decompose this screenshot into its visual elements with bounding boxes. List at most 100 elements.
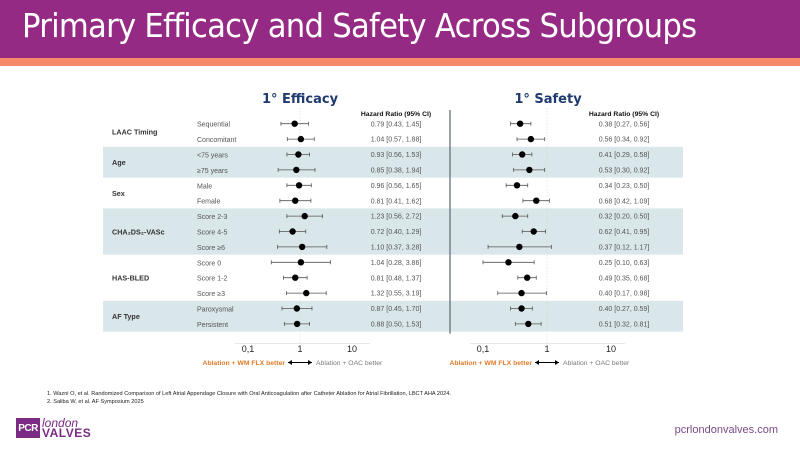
subgroup-name: Sex	[112, 189, 125, 198]
hr-value-label: 1.32 [0.55, 3.19]	[371, 291, 422, 298]
x-tick-label: 1	[544, 344, 549, 354]
arrow-left-icon	[288, 360, 292, 365]
reference-2: 2. Saliba W, et al. AF Symposium 2025	[47, 399, 144, 405]
hr-value-label: 0.38 [0.27, 0.56]	[599, 121, 650, 128]
hr-column-header: Hazard Ratio (95% CI)	[589, 111, 659, 118]
hr-column-header: Hazard Ratio (95% CI)	[361, 111, 431, 118]
logo-line-2: VALVES	[42, 426, 92, 440]
hr-value-label: 0.87 [0.45, 1.70]	[371, 306, 422, 313]
hr-value-label: 0.72 [0.40, 1.29]	[371, 229, 422, 236]
hr-point	[298, 243, 306, 251]
hr-point	[513, 182, 521, 189]
hr-value-label: 0.68 [0.42, 1.09]	[599, 198, 650, 205]
hr-value-label: 0.56 [0.34, 0.92]	[599, 137, 650, 144]
subgroup-name: HAS-BLED	[112, 274, 149, 283]
hr-point	[505, 259, 512, 266]
subgroup-row-label: Score 1-2	[197, 276, 227, 283]
forest-plot: LAAC Timing Sequential Concomitant Age <75 y…	[103, 92, 683, 367]
hr-point	[303, 289, 310, 297]
favors-left-label: Ablation + WM FLX better	[202, 360, 285, 367]
hr-point	[293, 166, 300, 174]
subgroup-row-label: Concomitant	[197, 137, 236, 144]
subgroup-row-label: Score 2-3	[197, 214, 227, 221]
subgroup-row-label: <75 years	[197, 153, 228, 160]
hr-value-label: 0.32 [0.20, 0.50]	[599, 214, 650, 221]
references: 1. Wazni O, et al. Randomized Comparison…	[47, 390, 451, 406]
hr-value-label: 0.34 [0.23, 0.50]	[599, 183, 650, 190]
logo-line-1: london	[42, 416, 79, 430]
hr-value-label: 0.41 [0.29, 0.58]	[599, 152, 650, 159]
hr-point	[297, 135, 305, 143]
hr-value-label: 0.96 [0.56, 1.65]	[371, 183, 422, 190]
hr-point	[292, 274, 299, 281]
subgroup-name: AF Type	[112, 312, 140, 321]
hr-point	[523, 274, 531, 281]
hr-point	[295, 151, 302, 158]
hr-value-label: 0.93 [0.56, 1.53]	[371, 152, 422, 159]
hr-point	[516, 243, 523, 251]
favors-left-label: Ablation + WM FLX better	[449, 360, 532, 367]
x-tick-label: 1	[297, 344, 302, 354]
subgroup-name: Age	[112, 158, 126, 167]
hr-point	[289, 228, 296, 235]
hr-value-label: 0.49 [0.35, 0.68]	[599, 275, 650, 282]
logo-box: PCR	[16, 418, 40, 438]
subgroup-band	[103, 300, 683, 332]
hr-point	[526, 166, 533, 174]
hr-point	[525, 320, 532, 328]
hr-point	[519, 151, 526, 158]
arrow-right-icon	[555, 360, 559, 365]
hr-value-label: 1.10 [0.37, 3.28]	[371, 245, 422, 252]
hr-value-label: 1.23 [0.56, 2.72]	[371, 214, 422, 221]
hr-point	[295, 182, 303, 189]
subgroup-row-label: Score 0	[197, 260, 221, 267]
hr-point	[516, 120, 524, 127]
x-tick-label: 0,1	[477, 344, 490, 354]
subgroup-row-label: Paroxysmal	[197, 307, 234, 314]
favors-right-label: Ablation + OAC better	[316, 360, 383, 367]
arrow-left-icon	[535, 360, 539, 365]
hr-value-label: 0.81 [0.48, 1.37]	[371, 275, 422, 282]
title-bar: Primary Efficacy and Safety Across Subgr…	[0, 0, 800, 58]
subgroup-band	[103, 146, 683, 178]
subgroup-row-label: Score ≥3	[197, 291, 225, 298]
hr-point	[301, 212, 308, 220]
panel-title: 1° Safety	[514, 92, 582, 107]
hr-point	[293, 305, 301, 312]
x-tick-label: 0,1	[242, 344, 255, 354]
pcr-london-valves-logo: PCR london VALVES	[16, 416, 92, 440]
subgroup-name: LAAC Timing	[112, 127, 157, 136]
subgroup-row-label: Sequential	[197, 122, 231, 129]
slide-title: Primary Efficacy and Safety Across Subgr…	[22, 6, 697, 45]
hr-point	[297, 259, 305, 266]
hr-value-label: 1.04 [0.28, 3.86]	[371, 260, 422, 267]
subgroup-row-label: Female	[197, 199, 220, 206]
hr-point	[518, 289, 525, 297]
panel-title: 1° Efficacy	[262, 92, 339, 107]
hr-point	[530, 228, 537, 235]
hr-value-label: 0.40 [0.17, 0.98]	[599, 291, 650, 298]
hr-point	[527, 135, 535, 143]
subgroup-name: CHA₂DS₂-VASc	[112, 228, 165, 237]
subgroup-row-label: Male	[197, 183, 212, 190]
accent-bar	[0, 58, 800, 66]
hr-value-label: 0.37 [0.12, 1.17]	[599, 245, 650, 252]
hr-value-label: 0.51 [0.32, 0.81]	[599, 322, 650, 329]
hr-point	[518, 305, 525, 312]
hr-point	[533, 197, 540, 204]
subgroup-row-label: ≥75 years	[197, 168, 228, 175]
subgroup-row-label: Score ≥6	[197, 245, 225, 252]
x-tick-label: 10	[347, 344, 357, 354]
website-link[interactable]: pcrlondonvalves.com	[674, 424, 778, 436]
reference-1: 1. Wazni O, et al. Randomized Comparison…	[47, 391, 451, 397]
favors-right-label: Ablation + OAC better	[563, 360, 630, 367]
arrow-right-icon	[308, 360, 312, 365]
x-tick-label: 10	[606, 344, 616, 354]
hr-value-label: 0.81 [0.41, 1.62]	[371, 198, 422, 205]
hr-point	[512, 212, 519, 220]
hr-value-label: 0.88 [0.50, 1.53]	[371, 322, 422, 329]
hr-point	[291, 120, 298, 127]
subgroup-row-label: Score 4-5	[197, 230, 227, 237]
hr-value-label: 0.40 [0.27, 0.59]	[599, 306, 650, 313]
subgroup-row-label: Persistent	[197, 322, 228, 329]
